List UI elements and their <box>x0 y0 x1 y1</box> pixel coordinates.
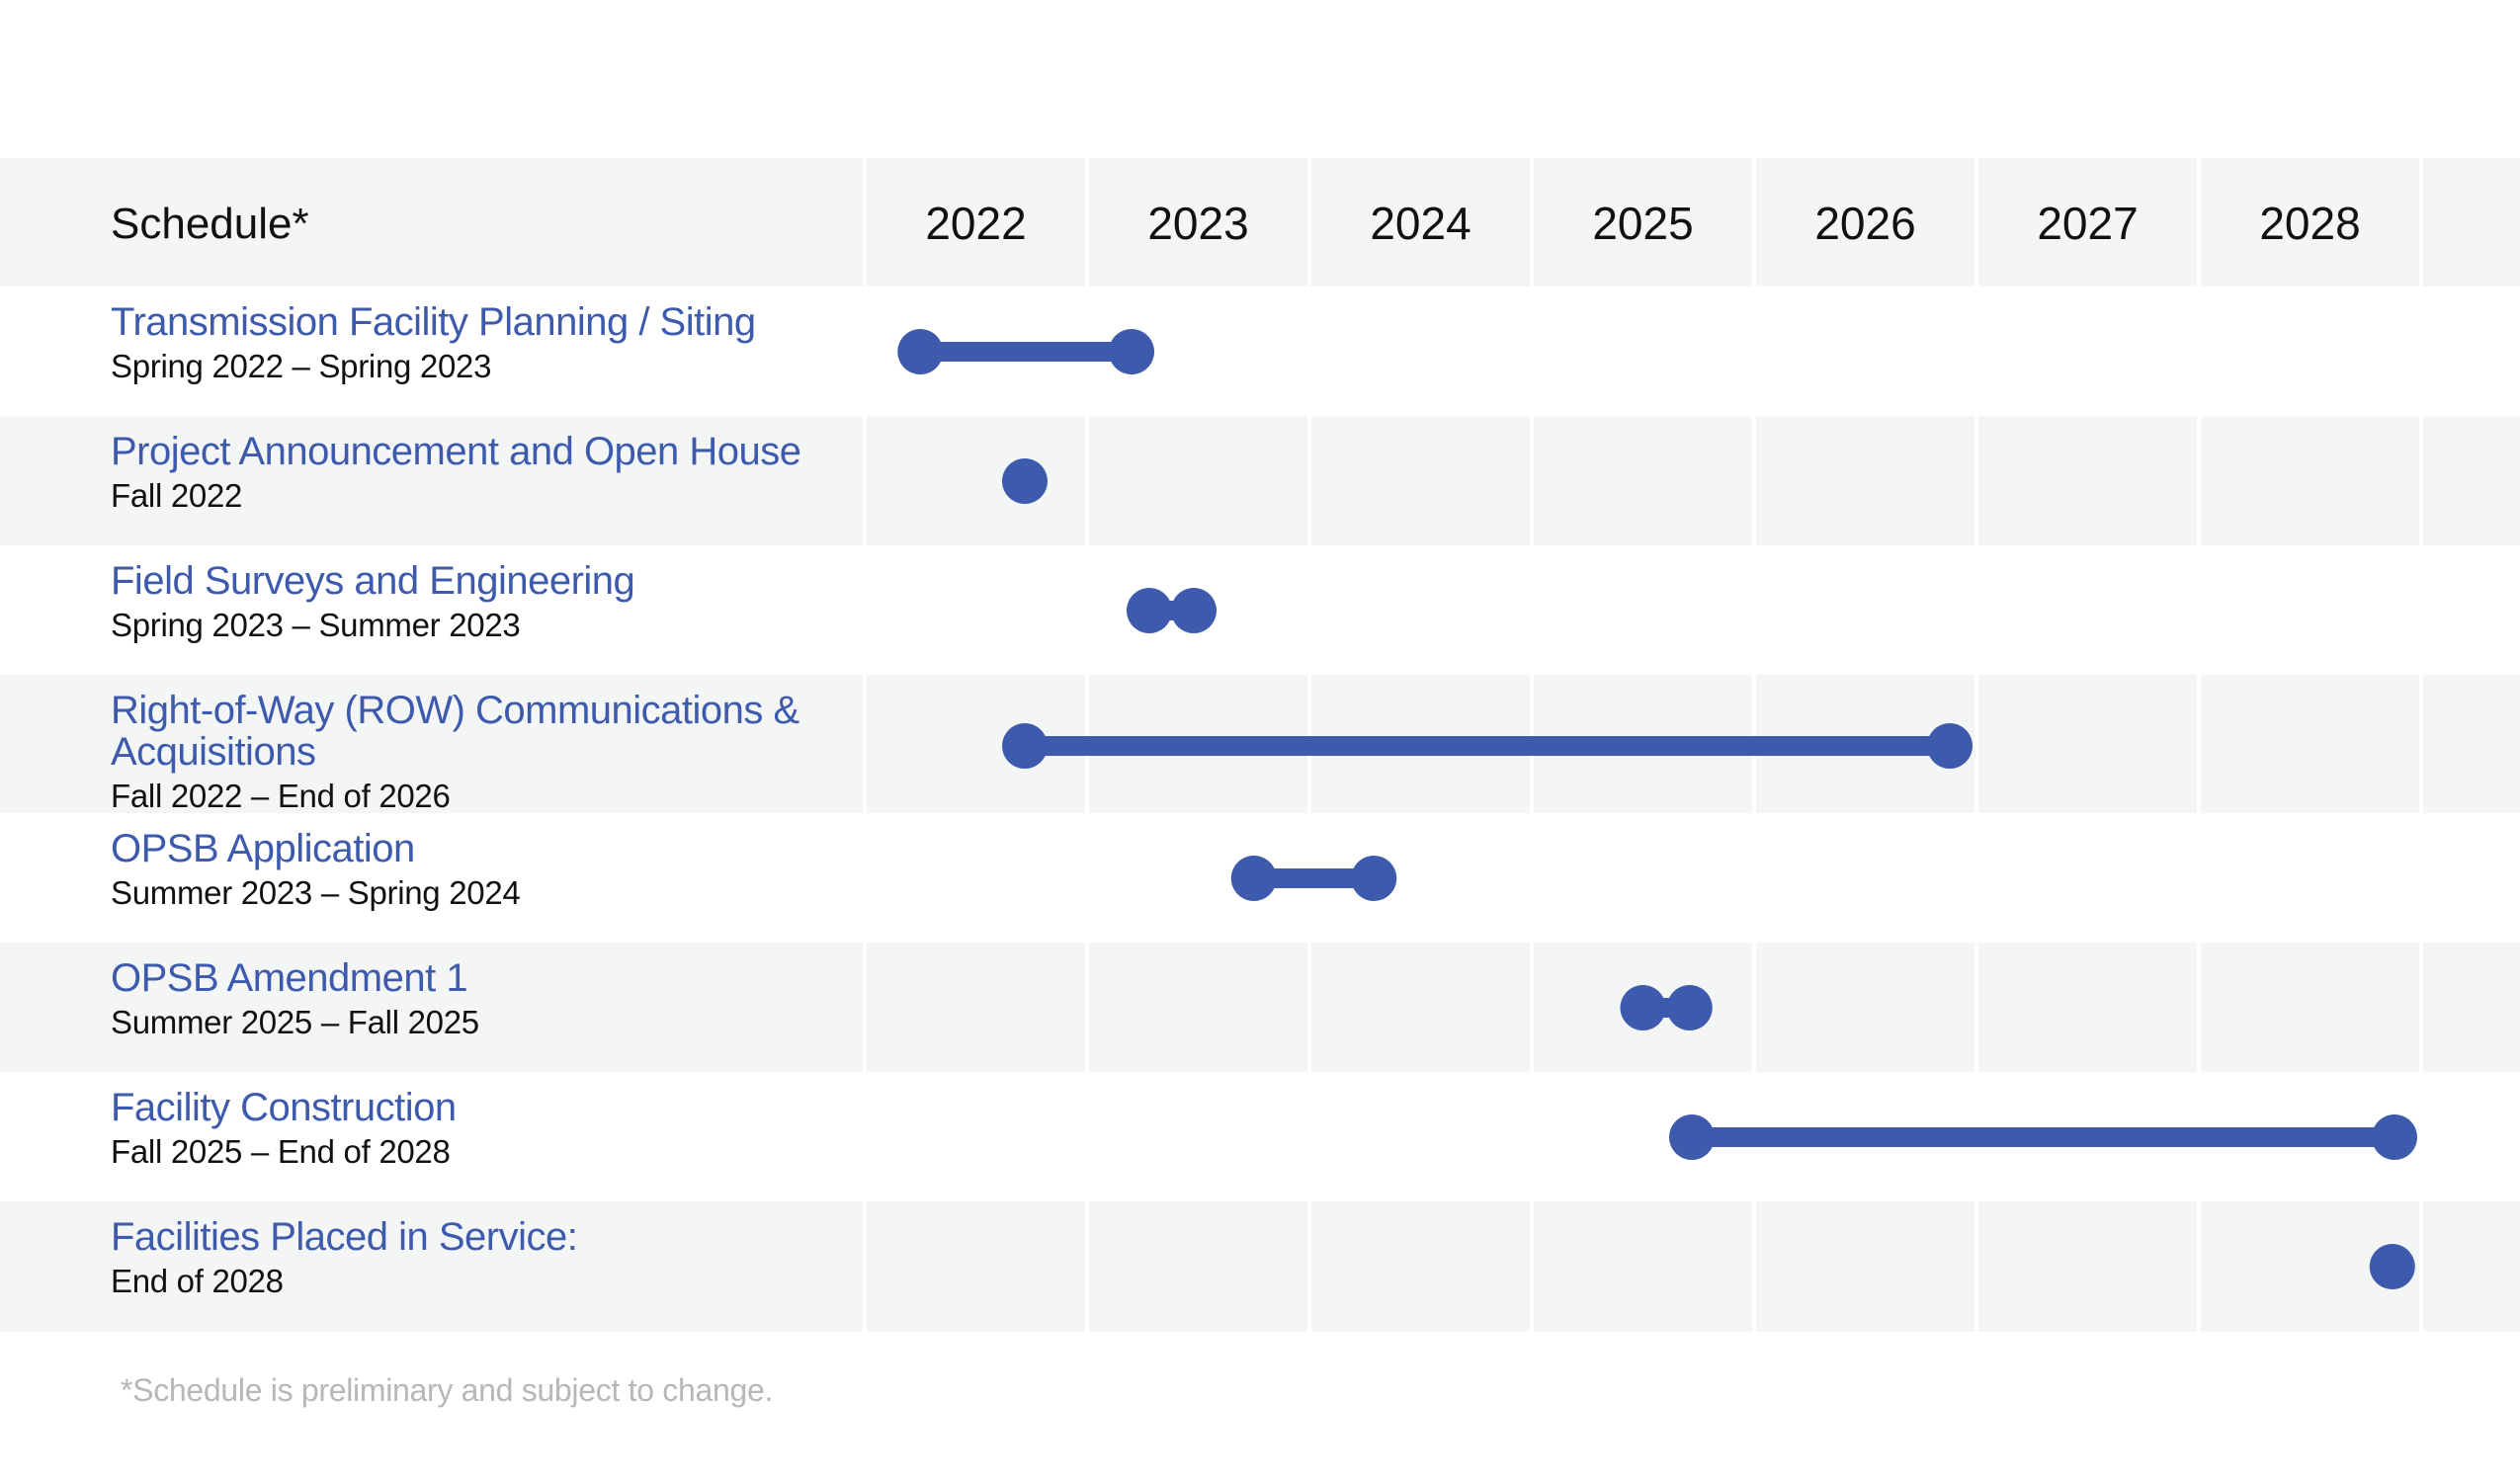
task-start-marker <box>1002 723 1048 769</box>
task-name: Facilities Placed in Service: <box>111 1215 577 1259</box>
task-name: Facility Construction <box>111 1086 457 1129</box>
task-milestone-marker <box>2369 1244 2415 1289</box>
task-dates: Fall 2022 – End of 2026 <box>111 778 451 814</box>
year-axis: 2022 2023 2024 2025 2026 2027 2028 <box>925 198 2360 249</box>
year-label-2022: 2022 <box>925 198 1026 249</box>
footnote: *Schedule is preliminary and subject to … <box>121 1372 773 1408</box>
task-name: Transmission Facility Planning / Siting <box>111 300 756 344</box>
task-start-marker <box>1620 985 1666 1030</box>
task-name: OPSB Amendment 1 <box>111 956 467 1000</box>
task-name: Acquisitions <box>111 730 315 774</box>
task-name: OPSB Application <box>111 827 415 870</box>
task-bars <box>897 329 2417 1289</box>
task-end-marker <box>1351 856 1397 901</box>
task-name: Right-of-Way (ROW) Communications & <box>111 689 800 732</box>
task-name: Project Announcement and Open House <box>111 430 801 473</box>
schedule-header: Schedule* <box>111 200 309 248</box>
task-dates: Fall 2022 <box>111 477 242 514</box>
task-dates: Spring 2023 – Summer 2023 <box>111 607 520 643</box>
task-end-marker <box>1927 723 1973 769</box>
task-dates: Spring 2022 – Spring 2023 <box>111 348 491 384</box>
task-name: Field Surveys and Engineering <box>111 559 634 603</box>
task-end-marker <box>1666 985 1713 1030</box>
year-label-2023: 2023 <box>1147 198 1248 249</box>
task-dates: End of 2028 <box>111 1263 284 1299</box>
task-dates: Fall 2025 – End of 2028 <box>111 1133 451 1170</box>
row-background <box>0 1201 2520 1332</box>
task-labels: Transmission Facility Planning / Siting S… <box>111 300 801 1299</box>
task-dates: Summer 2023 – Spring 2024 <box>111 874 520 911</box>
row-background <box>0 545 2520 675</box>
year-label-2024: 2024 <box>1370 198 1470 249</box>
task-start-marker <box>1669 1114 1715 1160</box>
task-start-marker <box>897 329 944 374</box>
year-label-2028: 2028 <box>2259 198 2360 249</box>
task-end-marker <box>1109 329 1154 374</box>
row-background <box>0 943 2520 1072</box>
row-background <box>0 287 2520 416</box>
year-label-2027: 2027 <box>2037 198 2138 249</box>
header-background <box>0 158 2520 287</box>
task-end-marker <box>1171 588 1217 633</box>
task-start-marker <box>1127 588 1172 633</box>
year-label-2026: 2026 <box>1814 198 1915 249</box>
task-milestone-marker <box>1002 458 1048 504</box>
year-label-2025: 2025 <box>1592 198 1693 249</box>
task-start-marker <box>1230 856 1277 901</box>
row-background <box>0 416 2520 545</box>
task-dates: Summer 2025 – Fall 2025 <box>111 1004 479 1040</box>
task-end-marker <box>2372 1114 2417 1160</box>
